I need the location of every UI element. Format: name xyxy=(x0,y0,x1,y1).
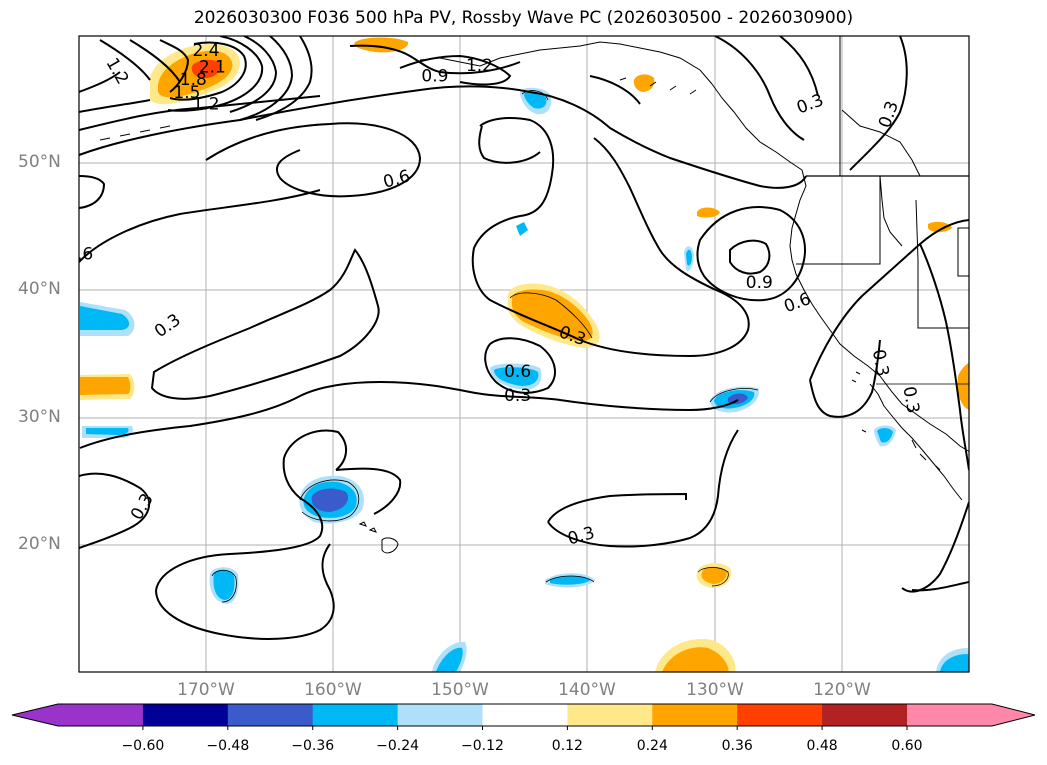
colorbar-tick-label: 0.24 xyxy=(636,738,668,754)
colorbar-ticks xyxy=(142,726,908,730)
colorbar-tick-label: −0.12 xyxy=(461,738,504,754)
colorbar-tick-label: −0.48 xyxy=(206,738,250,754)
colorbar-segment xyxy=(907,704,993,726)
anomaly-outlines xyxy=(211,90,759,603)
colorbar-segment xyxy=(312,704,399,726)
lon-label-120w: 120°W xyxy=(813,680,871,700)
lon-label-160w: 160°W xyxy=(304,680,362,700)
contour-label: 0.9 xyxy=(421,66,448,86)
contour-label: 1.8 xyxy=(180,70,207,90)
colorbar-segment xyxy=(737,704,823,726)
lon-label-170w: 170°W xyxy=(177,680,235,700)
colorbar-segment xyxy=(567,704,653,726)
colorbar-tick-label: 0.36 xyxy=(721,738,753,754)
lon-label-140w: 140°W xyxy=(558,680,616,700)
colorbar-segment xyxy=(227,704,314,726)
colorbar-segments xyxy=(12,704,1035,726)
map-frame xyxy=(78,35,970,673)
lat-label-20n: 20°N xyxy=(18,534,61,554)
colorbar-outline xyxy=(11,703,1036,727)
colorbar-tick-label: 0.60 xyxy=(891,738,923,754)
colorbar-tick-label: −0.36 xyxy=(291,738,335,754)
lat-label-30n: 30°N xyxy=(18,407,61,427)
lat-label-50n: 50°N xyxy=(18,152,61,172)
lon-label-150w: 150°W xyxy=(431,680,489,700)
contour-label: 0.9 xyxy=(746,273,773,293)
colorbar-segment xyxy=(822,704,908,726)
contour-label: 1.2 xyxy=(192,94,219,114)
contour-label: 2.1 xyxy=(199,57,226,77)
coastlines xyxy=(99,36,969,554)
colorbar-tick-label: −0.60 xyxy=(121,738,165,754)
contour-label: .6 xyxy=(77,245,93,265)
contour-lines xyxy=(79,36,969,640)
contour-label: 1.2 xyxy=(466,56,493,76)
colorbar-segment xyxy=(397,704,483,726)
contour-label: 1.5 xyxy=(173,83,200,103)
colorbar-segment xyxy=(652,704,738,726)
contour-label: 0.3 xyxy=(868,348,892,378)
contour-label: 0.6 xyxy=(504,362,531,382)
contour-label: 0.3 xyxy=(898,385,922,415)
anomaly-high-alaska xyxy=(354,37,409,53)
colorbar-tick-label: −0.24 xyxy=(376,738,420,754)
lon-label-130w: 130°W xyxy=(686,680,744,700)
lat-label-40n: 40°N xyxy=(18,279,61,299)
contour-label: 2.4 xyxy=(192,41,219,61)
contour-label: 0.3 xyxy=(504,386,531,406)
colorbar-segment xyxy=(482,704,568,726)
colorbar-tick-label: 0.12 xyxy=(551,738,583,754)
colorbar-segment xyxy=(142,704,229,726)
colorbar-extend-min xyxy=(12,704,58,726)
colorbar-extend-max xyxy=(991,704,1035,726)
map-title: 2026030300 F036 500 hPa PV, Rossby Wave … xyxy=(193,8,854,28)
colorbar-segment xyxy=(58,704,144,726)
colorbar-tick-label: 0.48 xyxy=(806,738,838,754)
